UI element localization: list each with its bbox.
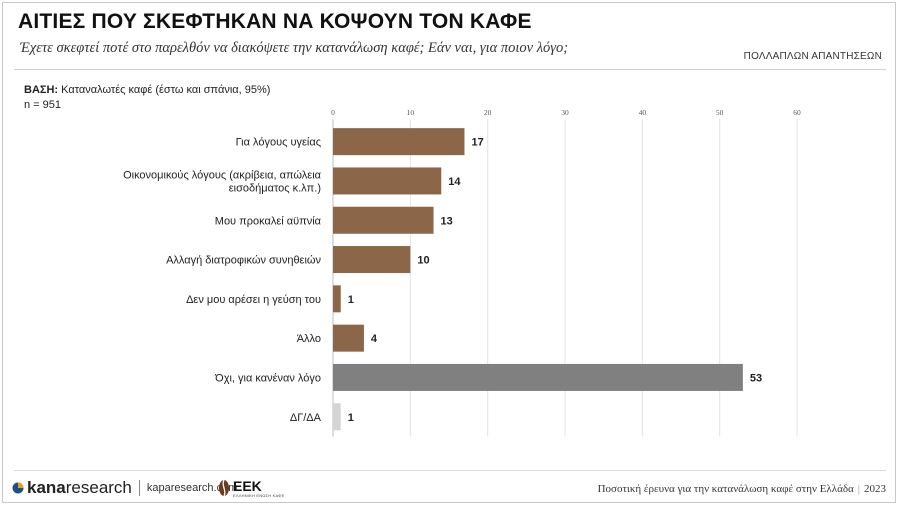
page-title: ΑΙΤΙΕΣ ΠΟΥ ΣΚΕΦΤΗΚΑΝ ΝΑ ΚΟΨΟΥΝ ΤΟΝ ΚΑΦΕ [18, 10, 532, 33]
sample-size: n = 951 [24, 99, 62, 111]
bar [333, 128, 465, 156]
kana-research-logo: kanaresearch kaparesearch.com [12, 478, 237, 498]
category-label: Άλλο [297, 333, 321, 345]
logo-light-part: research [65, 478, 132, 497]
x-tick-label: 30 [561, 108, 569, 117]
category-label: Για λόγους υγείας [236, 137, 321, 149]
bar [333, 285, 341, 313]
bar [333, 324, 364, 352]
question-subtitle: Έχετε σκεφτεί ποτέ στο παρελθόν να διακό… [20, 40, 569, 56]
base-text: Καταναλωτές καφέ (έστω και σπάνια, 95%) [61, 84, 271, 96]
category-label: Δεν μου αρέσει η γεύση του [186, 294, 321, 306]
logo-separator [138, 480, 140, 496]
x-tick-label: 20 [484, 108, 492, 117]
survey-name: Ποσοτική έρευνα για την κατανάλωση καφέ … [597, 483, 854, 495]
eek-subtitle: ΕΛΛΗΝΙΚΗ ΕΝΩΣΗ ΚΑΦΕ [233, 492, 285, 498]
bar [333, 206, 434, 234]
category-label: Μου προκαλεί αϋπνία [215, 215, 322, 227]
survey-footer: Ποσοτική έρευνα για την κατανάλωση καφέ … [598, 483, 886, 495]
logo-bold-part: kana [27, 478, 66, 497]
category-label: εισοδήματος κ.λπ.) [229, 182, 321, 194]
x-tick-label: 40 [639, 108, 647, 117]
category-label: ΔΓ/ΔΑ [290, 412, 322, 424]
header-divider [14, 69, 886, 70]
data-label: 4 [371, 333, 378, 345]
data-label: 14 [448, 176, 461, 188]
x-tick-label: 0 [331, 108, 335, 117]
base-label: ΒΑΣΗ: [24, 84, 59, 96]
base-note: ΒΑΣΗ: Καταναλωτές καφέ (έστω και σπάνια,… [24, 84, 270, 96]
bar [333, 363, 743, 391]
category-label: Οικονομικούς λόγους (ακρίβεια, απώλεια [123, 169, 322, 181]
data-label: 17 [471, 137, 483, 149]
data-label: 13 [441, 215, 453, 227]
data-label: 10 [417, 255, 429, 267]
data-label: 1 [348, 294, 354, 306]
x-tick-label: 50 [716, 108, 724, 117]
category-label: Αλλαγή διατροφικών συνηθειών [166, 255, 321, 267]
x-tick-label: 60 [793, 108, 801, 117]
kana-logo-icon [12, 479, 24, 497]
logo-wordmark: kanaresearch [27, 478, 132, 498]
logo-url: kaparesearch.com [146, 482, 238, 494]
x-tick-label: 10 [407, 108, 415, 117]
category-label: Όχι, για κανέναν λόγο [214, 372, 321, 384]
data-label: 1 [348, 412, 354, 424]
multiple-answers-note: ΠΟΛΛΑΠΛΩΝ ΑΠΑΝΤΗΣΕΩΝ [743, 51, 882, 62]
survey-year: 2023 [864, 483, 886, 495]
bar [333, 167, 442, 195]
bar [333, 403, 341, 431]
eek-emblem-icon [219, 479, 229, 497]
data-label: 53 [750, 372, 762, 384]
footer-separator: | [857, 483, 860, 495]
eek-logo: ΕΕΚ ΕΛΛΗΝΙΚΗ ΕΝΩΣΗ ΚΑΦΕ [217, 478, 284, 498]
footer-divider [14, 470, 886, 471]
bar [333, 246, 411, 274]
eek-wordmark: ΕΕΚ [233, 477, 262, 494]
